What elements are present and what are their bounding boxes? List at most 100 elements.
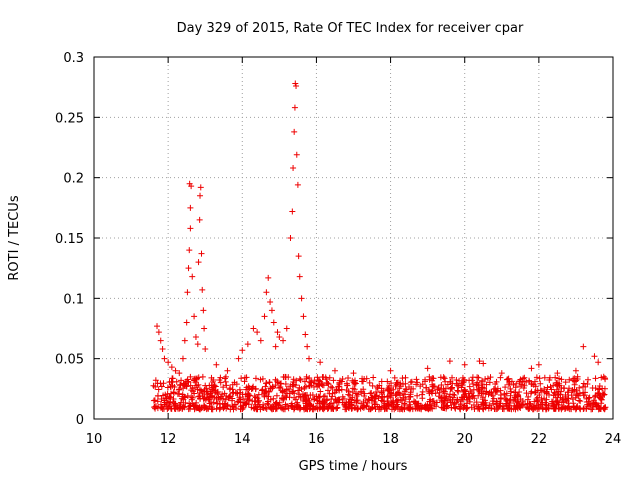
data-point xyxy=(601,404,608,411)
data-point xyxy=(350,370,357,377)
data-point xyxy=(535,405,542,412)
data-point xyxy=(265,274,272,281)
data-point xyxy=(330,377,337,384)
data-point xyxy=(200,307,207,314)
data-point xyxy=(580,380,587,387)
data-point xyxy=(334,404,341,411)
data-point xyxy=(519,398,526,405)
data-point xyxy=(296,391,303,398)
data-point xyxy=(506,405,513,412)
data-point xyxy=(570,404,577,411)
y-tick-label: 0.1 xyxy=(63,292,84,307)
data-point xyxy=(289,381,296,388)
data-point xyxy=(210,399,217,406)
data-point xyxy=(282,401,289,408)
data-point xyxy=(191,313,198,320)
data-point xyxy=(243,400,250,407)
data-point xyxy=(196,216,203,223)
data-point xyxy=(529,380,536,387)
data-point xyxy=(232,389,239,396)
data-point xyxy=(282,381,289,388)
data-point xyxy=(295,253,302,260)
data-point xyxy=(573,377,580,384)
data-point xyxy=(454,387,461,394)
data-point xyxy=(440,387,447,394)
data-point xyxy=(279,388,286,395)
data-point xyxy=(508,388,515,395)
data-point xyxy=(219,400,226,407)
data-point xyxy=(374,385,381,392)
chart-title: Day 329 of 2015, Rate Of TEC Index for r… xyxy=(177,21,524,36)
data-point xyxy=(213,361,220,368)
data-point xyxy=(244,393,251,400)
data-point xyxy=(254,329,261,336)
data-point xyxy=(507,385,514,392)
data-point xyxy=(179,391,186,398)
data-point xyxy=(592,385,599,392)
data-point xyxy=(167,383,174,390)
data-point xyxy=(414,392,421,399)
data-point xyxy=(514,399,521,406)
y-tick-label: 0.2 xyxy=(63,172,84,187)
data-point xyxy=(384,387,391,394)
data-point xyxy=(192,333,199,340)
data-point xyxy=(556,375,563,382)
data-point xyxy=(201,325,208,332)
data-point xyxy=(267,298,274,305)
data-point xyxy=(482,376,489,383)
data-points xyxy=(150,80,609,413)
data-point xyxy=(250,383,257,390)
data-point xyxy=(209,378,216,385)
data-point xyxy=(457,398,464,405)
data-point xyxy=(283,387,290,394)
data-point xyxy=(306,374,313,381)
x-tick-label: 20 xyxy=(456,432,473,447)
data-point xyxy=(164,390,171,397)
data-point xyxy=(546,374,553,381)
data-point xyxy=(304,406,311,413)
data-point xyxy=(486,379,493,386)
data-point xyxy=(322,400,329,407)
data-point xyxy=(255,398,262,405)
data-point xyxy=(200,388,207,395)
data-point xyxy=(154,323,161,330)
data-point xyxy=(474,379,481,386)
data-point xyxy=(507,399,514,406)
data-point xyxy=(199,286,206,293)
data-point xyxy=(194,341,201,348)
data-point xyxy=(407,389,414,396)
data-point xyxy=(408,385,415,392)
data-point xyxy=(418,406,425,413)
data-point xyxy=(248,404,255,411)
data-point xyxy=(478,390,485,397)
axis-ticks: 10 12 14 16 18 20 22 24 0 0.05 0.1 0.15 0.2 0.25 0.3 xyxy=(55,51,621,447)
data-point xyxy=(551,389,558,396)
data-point xyxy=(159,406,166,413)
data-point xyxy=(577,398,584,405)
data-point xyxy=(526,400,533,407)
data-point xyxy=(446,358,453,365)
data-point xyxy=(296,375,303,382)
data-point xyxy=(441,405,448,412)
data-point xyxy=(213,405,220,412)
data-point xyxy=(550,382,557,389)
data-point xyxy=(503,402,510,409)
data-point xyxy=(296,384,303,391)
data-point xyxy=(518,402,525,409)
data-point xyxy=(541,374,548,381)
data-point xyxy=(481,385,488,392)
data-point xyxy=(159,346,166,353)
data-point xyxy=(591,353,598,360)
data-point xyxy=(441,397,448,404)
data-point xyxy=(388,390,395,397)
data-point xyxy=(505,381,512,388)
data-point xyxy=(543,396,550,403)
data-point xyxy=(393,391,400,398)
data-point xyxy=(373,388,380,395)
data-point xyxy=(419,381,426,388)
data-point xyxy=(173,378,180,385)
data-point xyxy=(345,391,352,398)
data-point xyxy=(399,375,406,382)
data-point xyxy=(407,379,414,386)
data-point xyxy=(451,404,458,411)
